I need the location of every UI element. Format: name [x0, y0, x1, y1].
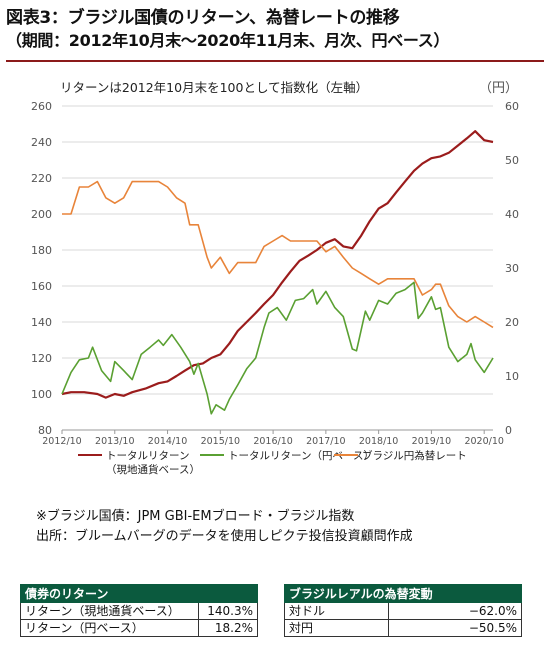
x-tick-label: 2019/10 [412, 436, 451, 447]
source-note-origin: 出所：ブルームバーグのデータを使用しピクテ投信投資顧問作成 [36, 529, 413, 544]
x-tick-label: 2012/10 [42, 436, 81, 447]
row-value: −62.0% [388, 602, 522, 620]
table-row: 対ドル −62.0% [283, 602, 522, 620]
line-chart: リターンは2012年10月末を100として指数化（左軸） （円） 8010012… [31, 80, 519, 476]
title-divider [6, 60, 544, 62]
y-right-tick-label: 40 [505, 208, 519, 221]
row-value: 18.2% [197, 619, 259, 637]
y-left-tick-label: 260 [31, 100, 52, 113]
fx-change-table: ブラジルレアルの為替変動 対ドル −62.0% 対円 −50.5% [283, 584, 522, 637]
legend-label: トータルリターン（円ベース） [228, 450, 374, 462]
x-tick-label: 2018/10 [359, 436, 398, 447]
y-right-tick-label: 60 [505, 100, 519, 113]
right-axis-unit: （円） [479, 81, 518, 96]
bond-return-table: 債券のリターン リターン（現地通貨ベース） 140.3% リターン（円ベース） … [20, 584, 259, 637]
row-label: 対円 [283, 619, 390, 637]
row-value: 140.3% [197, 602, 259, 620]
chart-annotation: リターンは2012年10月末を100として指数化（左軸） [60, 80, 368, 95]
table-row: リターン（現地通貨ベース） 140.3% [20, 602, 259, 620]
y-left-tick-label: 80 [38, 424, 52, 437]
y-right-tick-label: 20 [505, 316, 519, 329]
y-left-tick-label: 200 [31, 208, 52, 221]
y-left-tick-label: 180 [31, 244, 52, 257]
x-tick-label: 2015/10 [201, 436, 240, 447]
series-line-1 [61, 130, 494, 399]
y-left-tick-label: 140 [31, 316, 52, 329]
legend-label: ブラジル円為替レート [362, 449, 467, 462]
x-tick-label: 2016/10 [253, 436, 292, 447]
y-left-tick-label: 160 [31, 280, 52, 293]
page-subtitle: （期間：2012年10月末～2020年11月末、月次、円ベース） [6, 31, 450, 50]
bond-return-table-header: 債券のリターン [20, 584, 258, 603]
row-label: 対ドル [283, 602, 390, 620]
row-label: リターン（円ベース） [20, 619, 199, 637]
y-right-tick-label: 10 [505, 370, 519, 383]
series-line-3 [62, 180, 494, 329]
table-row: 対円 −50.5% [283, 619, 522, 637]
x-tick-label: 2020/10 [464, 436, 503, 447]
row-label: リターン（現地通貨ベース） [20, 602, 199, 620]
series-line-2 [61, 281, 494, 415]
x-tick-label: 2014/10 [148, 436, 187, 447]
table-row: リターン（円ベース） 18.2% [20, 619, 259, 637]
row-value: −50.5% [388, 619, 522, 637]
legend-label: トータルリターン [106, 450, 189, 462]
legend-label-line2: （現地通貨ベース） [106, 463, 200, 476]
x-tick-label: 2013/10 [95, 436, 134, 447]
x-tick-label: 2017/10 [306, 436, 345, 447]
y-left-tick-label: 120 [31, 352, 52, 365]
y-left-tick-label: 240 [31, 136, 52, 149]
y-right-tick-label: 50 [505, 154, 519, 167]
fx-change-table-header: ブラジルレアルの為替変動 [284, 584, 522, 603]
y-left-tick-label: 100 [31, 388, 52, 401]
source-note-index: ※ブラジル国債：JPM GBI-EMブロード・ブラジル指数 [36, 509, 355, 524]
page-title: 図表3：ブラジル国債のリターン、為替レートの推移 [6, 8, 400, 28]
y-left-tick-label: 220 [31, 172, 52, 185]
y-right-tick-label: 30 [505, 262, 519, 275]
y-right-tick-label: 0 [505, 424, 512, 437]
